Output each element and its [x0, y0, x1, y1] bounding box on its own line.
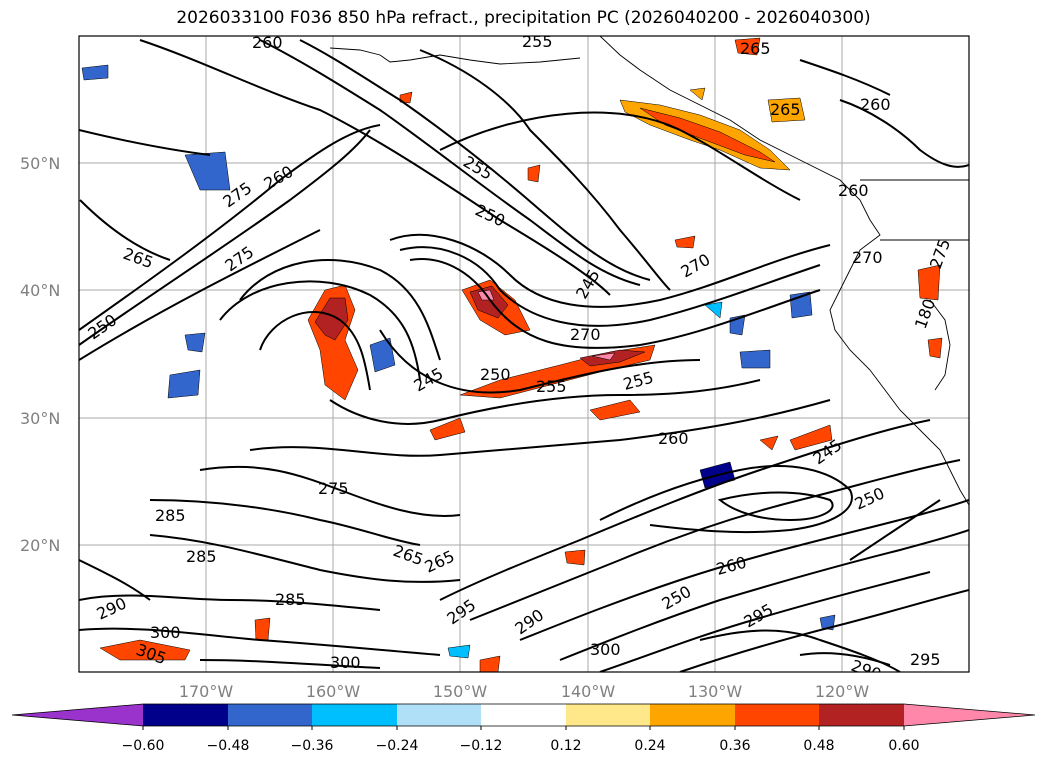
- coastline: [329, 36, 969, 506]
- colorbar-tick-label: 0.24: [634, 738, 665, 754]
- colorbar-segment: [735, 704, 819, 726]
- contour-label: 250: [480, 365, 511, 384]
- lon-label-160w: 160°W: [306, 682, 361, 701]
- contour-label: 255: [522, 32, 553, 51]
- lon-label-140w: 140°W: [561, 682, 616, 701]
- map-title: 2026033100 F036 850 hPa refract., precip…: [176, 8, 871, 28]
- contour-label: 265: [740, 39, 771, 58]
- contour-label: 300: [330, 653, 361, 672]
- lat-label-40n: 40°N: [20, 281, 60, 300]
- colorbar-segment: [566, 704, 650, 726]
- contour-label: 285: [275, 590, 306, 609]
- colorbar-segment: [481, 704, 566, 726]
- colorbar-segment: [143, 704, 228, 726]
- contour-label: 260: [838, 181, 869, 200]
- contour-label: 260: [252, 33, 283, 52]
- precipitation-shading: [81, 37, 943, 672]
- colorbar-segment: [312, 704, 397, 726]
- longitude-labels: 170°W 160°W 150°W 140°W 130°W 120°W: [179, 682, 870, 701]
- colorbar-extend-left: [12, 704, 143, 726]
- contour-label: 265: [770, 100, 801, 119]
- colorbar: −0.60 −0.48 −0.36 −0.24 −0.12 0.12 0.24 …: [11, 703, 1036, 754]
- colorbar-tick-label: −0.48: [207, 738, 250, 754]
- colorbar-tick-label: 0.12: [550, 738, 581, 754]
- colorbar-tick-label: 0.48: [803, 738, 834, 754]
- lon-label-120w: 120°W: [815, 682, 870, 701]
- colorbar-segment: [819, 704, 904, 726]
- contour-label: 295: [910, 650, 941, 669]
- lat-label-50n: 50°N: [20, 154, 60, 173]
- colorbar-segment: [228, 704, 312, 726]
- contour-label: 255: [536, 377, 567, 396]
- contour-label: 285: [155, 506, 186, 525]
- colorbar-tick-label: 0.36: [719, 738, 750, 754]
- contour-label: 260: [860, 95, 891, 114]
- colorbar-tick-label: 0.60: [888, 738, 919, 754]
- contour-label: 275: [318, 479, 349, 498]
- lat-label-30n: 30°N: [20, 409, 60, 428]
- colorbar-ticks: [142, 726, 905, 730]
- refractivity-contours: [79, 39, 969, 672]
- contour-label: 285: [186, 547, 217, 566]
- lat-label-20n: 20°N: [20, 536, 60, 555]
- contour-label: 270: [852, 248, 883, 267]
- colorbar-tick-label: −0.36: [291, 738, 334, 754]
- lon-label-170w: 170°W: [179, 682, 234, 701]
- colorbar-tick-label: −0.12: [460, 738, 503, 754]
- contour-label: 260: [658, 429, 689, 448]
- contour-label: 270: [570, 325, 601, 344]
- colorbar-segment: [397, 704, 481, 726]
- colorbar-tick-label: −0.24: [376, 738, 419, 754]
- contour-label: 300: [590, 640, 621, 659]
- colorbar-segment: [650, 704, 735, 726]
- lon-label-150w: 150°W: [433, 682, 488, 701]
- colorbar-tick-label: −0.60: [122, 738, 165, 754]
- lon-label-130w: 130°W: [688, 682, 743, 701]
- plot-area: [79, 36, 969, 672]
- latitude-labels: 50°N 40°N 30°N 20°N: [20, 154, 60, 555]
- map-frame: [78, 35, 970, 673]
- colorbar-extend-right: [904, 704, 1035, 726]
- contour-label: 300: [150, 623, 181, 642]
